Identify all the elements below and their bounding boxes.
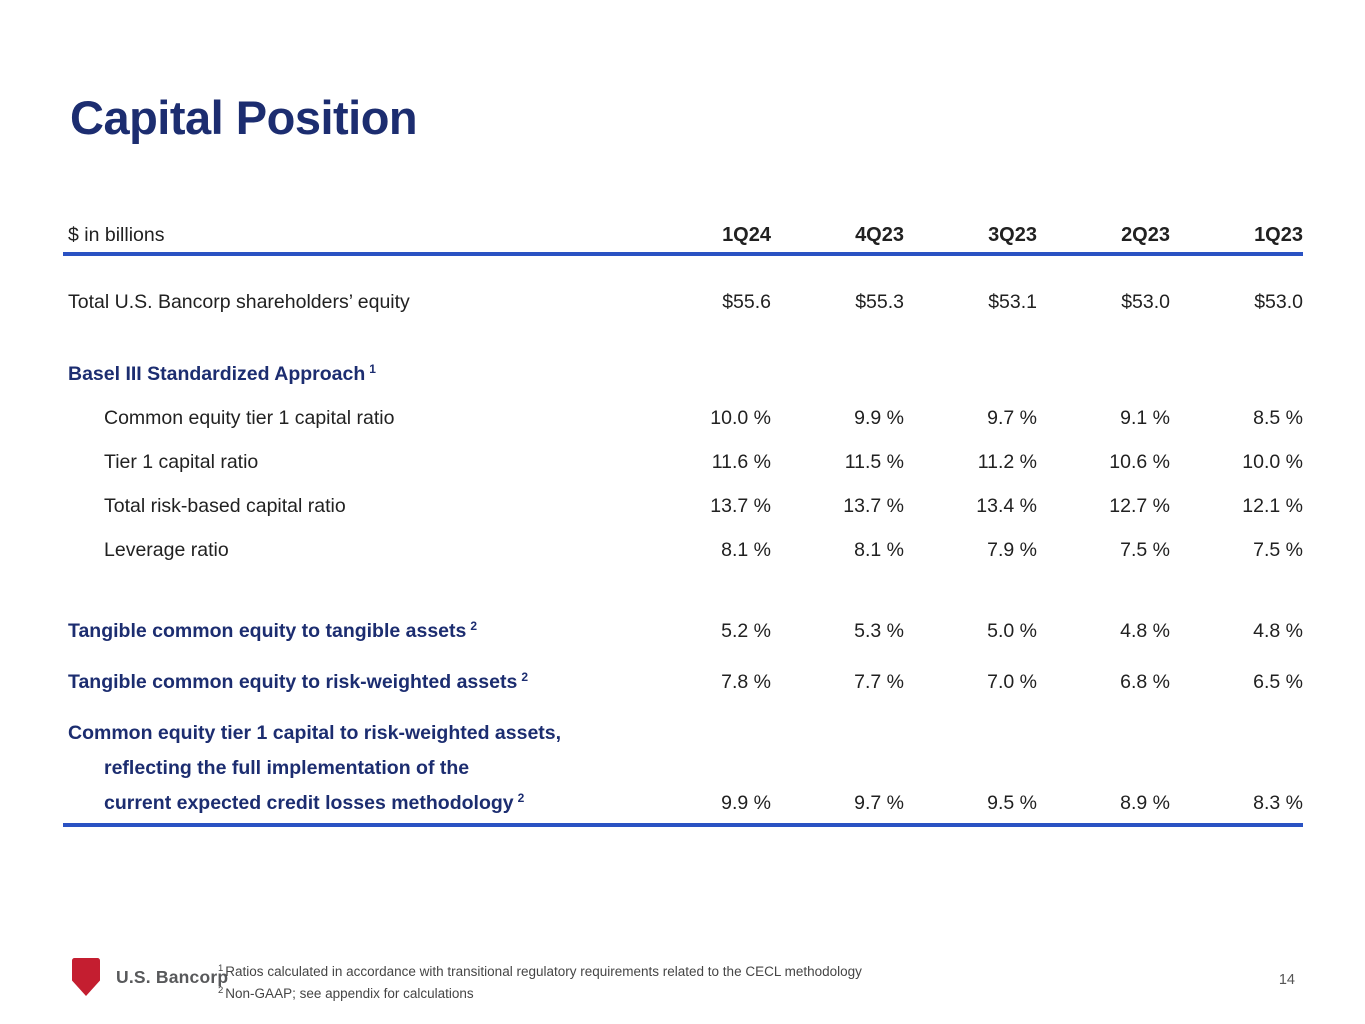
row-value: 5.3 % [854,620,904,642]
row-value: 9.7 % [854,792,904,814]
footnote-reference: 2 [517,791,525,805]
row-value: 4.8 % [1120,620,1170,642]
table-row: Common equity tier 1 capital to risk-wei… [63,716,1303,751]
page-title: Capital Position [70,91,418,144]
table-row: Basel III Standardized Approach 1 [63,352,1303,396]
column-header-3q23: 3Q23 [988,223,1037,246]
row-value: 9.1 % [1120,406,1170,429]
row-value: 13.7 % [710,494,771,517]
row-value: 10.6 % [1109,450,1170,473]
row-value: 7.9 % [987,538,1037,561]
table-bottom-rule [63,823,1303,827]
table-row: Tier 1 capital ratio 11.6 % 11.5 % 11.2 % 10… [63,440,1303,484]
table-row: Tangible common equity to risk-weighted … [63,657,1303,708]
row-value: 13.7 % [843,494,904,517]
row-value: 11.6 % [711,450,771,473]
slide-footer: U.S. Bancorp 1 Ratios calculated in accor… [0,954,1365,1024]
row-value: 11.5 % [844,450,904,473]
row-value: 12.1 % [1242,494,1303,517]
row-value: $53.0 [1121,290,1170,313]
row-value: 8.3 % [1253,792,1303,814]
row-label: current expected credit losses methodolo… [104,791,525,814]
row-label: Tier 1 capital ratio [104,450,259,473]
row-label: Basel III Standardized Approach 1 [68,361,376,385]
row-value: 4.8 % [1253,620,1303,642]
table-header-row: $ in billions 1Q24 4Q23 3Q23 2Q23 1Q23 [63,220,1303,256]
row-value: 8.5 % [1253,406,1303,429]
footnote-2-marker: 2 [218,985,224,996]
row-value: 9.7 % [987,406,1037,429]
row-label: Total risk-based capital ratio [104,494,346,517]
footnote-reference: 2 [521,670,528,684]
row-value: 9.9 % [854,406,904,429]
us-bancorp-shield-icon [72,958,100,996]
table-row: Total U.S. Bancorp shareholders’ equity $… [63,280,1303,324]
row-value: $55.6 [722,290,771,313]
brand-lockup: U.S. Bancorp [72,958,228,996]
row-value: 7.5 % [1253,538,1303,561]
column-header-4q23: 4Q23 [855,223,904,246]
row-label: Common equity tier 1 capital to risk-wei… [68,722,562,744]
table-row: Total risk-based capital ratio 13.7 % 13.7… [63,484,1303,528]
footnote-reference: 1 [369,361,376,376]
row-value: 7.8 % [721,671,771,693]
row-label: Leverage ratio [104,538,229,561]
footnote-1: 1 Ratios calculated in accordance with tr… [218,962,862,984]
unit-label: $ in billions [68,223,165,246]
row-value: 9.9 % [721,792,771,814]
row-value: $53.0 [1254,290,1303,313]
row-value: 8.1 % [854,538,904,561]
row-value: 7.5 % [1120,538,1170,561]
row-value: 6.5 % [1253,671,1303,693]
brand-name: U.S. Bancorp [116,966,229,987]
row-label: Tangible common equity to risk-weighted … [68,670,528,693]
row-value: 9.5 % [987,792,1037,814]
row-value: 5.0 % [987,620,1037,642]
row-label: Common equity tier 1 capital ratio [104,406,395,429]
footnote-reference: 2 [470,619,478,633]
table-row: Leverage ratio 8.1 % 8.1 % 7.9 % 7.5 % 7.5 % [63,528,1303,572]
row-label: reflecting the full implementation of th… [104,757,470,779]
footnotes: 1 Ratios calculated in accordance with tr… [218,962,862,1006]
footnote-1-text: Ratios calculated in accordance with tra… [225,964,862,979]
table-row: Common equity tier 1 capital ratio 10.0 %… [63,396,1303,440]
column-header-1q24: 1Q24 [722,223,771,246]
row-value: 10.0 % [1242,450,1303,473]
row-value: 5.2 % [721,620,771,642]
row-label: Total U.S. Bancorp shareholders’ equity [68,290,410,313]
capital-position-table: $ in billions 1Q24 4Q23 3Q23 2Q23 1Q23 T… [63,220,1303,827]
footnote-2-text: Non-GAAP; see appendix for calculations [225,986,474,1001]
row-value: 8.1 % [721,538,771,561]
table-row: reflecting the full implementation of th… [63,751,1303,786]
row-value: $55.3 [855,290,904,313]
row-value: 7.0 % [987,671,1037,693]
column-header-1q23: 1Q23 [1254,223,1303,246]
page-number: 14 [1278,972,1295,988]
column-header-2q23: 2Q23 [1121,223,1170,246]
footnote-2: 2 Non-GAAP; see appendix for calculations [218,984,862,1006]
row-value: $53.1 [988,290,1037,313]
row-value: 10.0 % [710,406,771,429]
row-value: 7.7 % [854,671,904,693]
row-value: 11.2 % [977,450,1037,473]
row-label: Tangible common equity to tangible asset… [68,619,478,642]
table-row: Tangible common equity to tangible asset… [63,606,1303,657]
row-value: 12.7 % [1109,494,1170,517]
row-value: 8.9 % [1120,792,1170,814]
table-body: Total U.S. Bancorp shareholders’ equity $… [63,280,1303,821]
table-row: current expected credit losses methodolo… [63,786,1303,821]
row-value: 6.8 % [1120,671,1170,693]
footnote-1-marker: 1 [218,963,224,974]
row-value: 13.4 % [976,494,1037,517]
